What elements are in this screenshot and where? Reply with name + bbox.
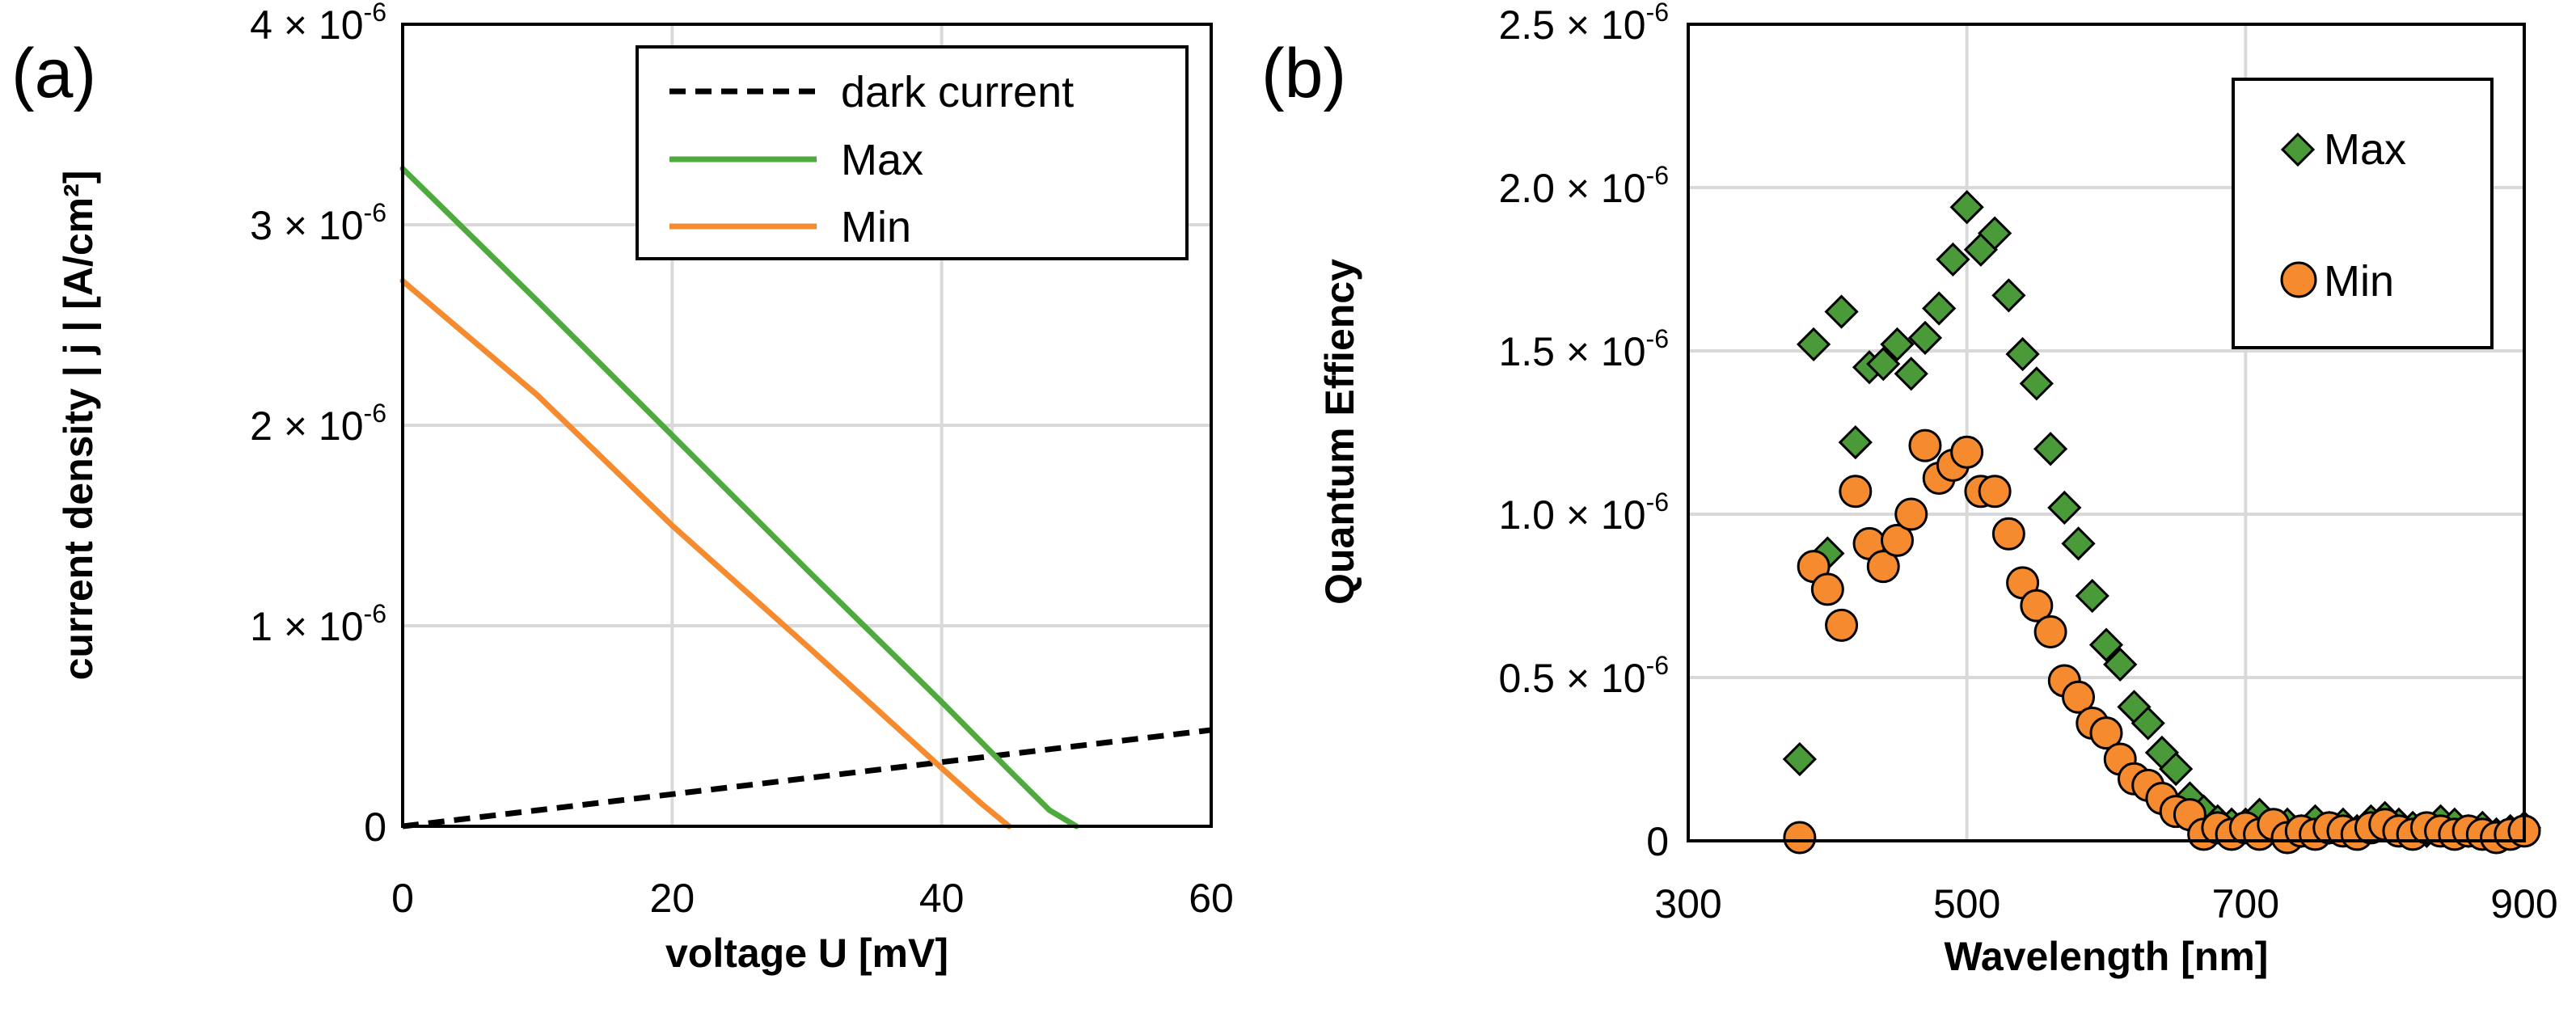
point-b-max-16 xyxy=(2005,336,2040,372)
point-b-max-9 xyxy=(1907,320,1943,355)
point-b-min-3 xyxy=(1825,608,1859,642)
x-tick-label-b-3: 900 xyxy=(2490,881,2557,927)
x-axis-title-b: Wavelength [nm] xyxy=(1945,934,2269,979)
point-b-min-9 xyxy=(1908,429,1942,462)
point-b-min-8 xyxy=(1894,497,1928,531)
legend-b: Max Min xyxy=(2232,78,2494,349)
point-b-min-22 xyxy=(2089,716,2123,750)
x-tick-label-a-0: 0 xyxy=(391,876,414,921)
x-tick-label-a-3: 60 xyxy=(1189,876,1234,921)
ticks-a: 0 20 40 60 0 1 × 10-6 2 × 10-6 3 × 10-6 4 × 10-6 xyxy=(250,0,1234,921)
point-b-min-18 xyxy=(2033,614,2067,648)
y-tick-label-b-2: 1.0 × 10-6 xyxy=(1498,488,1669,538)
point-b-max-18 xyxy=(2033,432,2068,467)
plot-a-frame xyxy=(401,23,1213,828)
legend-b-min-label: Min xyxy=(2324,257,2394,306)
plot-b-series xyxy=(1782,190,2542,855)
point-b-max-6 xyxy=(1866,347,1901,382)
y-axis-title-a: current density | j | [A/cm²] xyxy=(56,171,102,681)
point-b-min-6 xyxy=(1866,550,1900,584)
point-b-max-4 xyxy=(1838,424,1873,460)
legend-a-min-label: Min xyxy=(841,203,911,251)
point-b-max-14 xyxy=(1978,216,2012,251)
point-b-max-3 xyxy=(1824,294,1859,329)
legend-a-box xyxy=(636,45,1189,260)
point-b-min-15 xyxy=(1991,517,2025,551)
x-tick-label-b-0: 300 xyxy=(1654,881,1721,927)
panel-a: 0 20 40 60 0 1 × 10-6 2 × 10-6 3 × 10-6 4 × 10-6… xyxy=(11,0,1234,976)
x-tick-label-b-1: 500 xyxy=(1933,881,2000,927)
y-tick-label-b-0: 0 xyxy=(1646,819,1669,864)
point-b-min-20 xyxy=(2062,680,2096,714)
legend-b-box xyxy=(2232,78,2494,349)
x-tick-label-a-2: 40 xyxy=(919,876,965,921)
point-b-max-8 xyxy=(1894,357,1928,391)
ticks-b: 300 500 700 900 0 0.5 × 10-6 1.0 × 10-6 1.5 × 1… xyxy=(1498,0,2557,927)
point-b-min-2 xyxy=(1810,572,1844,606)
y-tick-label-b-4: 2.0 × 10-6 xyxy=(1498,161,1669,211)
point-b-max-19 xyxy=(2047,490,2082,526)
legend-b-max-label: Max xyxy=(2324,125,2406,174)
y-tick-label-a-3: 3 × 10-6 xyxy=(250,198,386,248)
point-b-max-27 xyxy=(2159,751,2194,787)
point-b-min-14 xyxy=(1978,475,2012,509)
series-line-a-max xyxy=(399,166,1079,830)
point-b-max-11 xyxy=(1936,242,1970,277)
plot-b-frame xyxy=(1687,23,2526,842)
point-b-max-21 xyxy=(2075,578,2109,614)
legend-b-min-marker xyxy=(2280,261,2317,298)
legend-b-max-marker xyxy=(2280,132,2316,167)
x-tick-label-a-1: 20 xyxy=(650,876,695,921)
legend-a-max-label: Max xyxy=(841,136,923,184)
y-tick-label-a-4: 4 × 10-6 xyxy=(250,0,386,48)
panel-label-b: (b) xyxy=(1261,35,1346,112)
panel-label-a: (a) xyxy=(11,35,96,112)
point-b-max-10 xyxy=(1922,291,1957,326)
point-b-max-25 xyxy=(2130,706,2165,741)
point-b-min-7 xyxy=(1881,523,1914,557)
point-b-max-12 xyxy=(1949,190,1984,225)
series-line-a-min xyxy=(399,277,1012,830)
point-b-min-4 xyxy=(1839,475,1873,509)
y-axis-title-b: Quantum Effiency xyxy=(1317,259,1362,605)
y-tick-label-b-1: 0.5 × 10-6 xyxy=(1498,651,1669,701)
legend-a: dark current Max Min xyxy=(636,45,1189,260)
y-tick-label-a-2: 2 × 10-6 xyxy=(250,399,386,449)
point-b-max-22 xyxy=(2088,627,2124,662)
point-b-max-0 xyxy=(1782,741,1817,777)
point-b-max-23 xyxy=(2103,647,2138,682)
y-tick-label-b-5: 2.5 × 10-6 xyxy=(1498,0,1669,48)
x-tick-label-b-2: 700 xyxy=(2212,881,2279,927)
point-b-min-12 xyxy=(1950,435,1984,469)
plot-a-series xyxy=(399,166,1212,830)
y-tick-label-b-3: 1.5 × 10-6 xyxy=(1498,324,1669,374)
x-axis-title-a: voltage U [mV] xyxy=(665,931,948,976)
point-b-max-7 xyxy=(1880,327,1915,362)
legend-a-dark-current-label: dark current xyxy=(841,68,1074,116)
point-b-max-20 xyxy=(2061,526,2096,561)
y-tick-label-a-1: 1 × 10-6 xyxy=(250,599,386,649)
series-line-a-dark-current xyxy=(402,727,1212,830)
point-b-min-0 xyxy=(1783,821,1817,855)
panel-b: 300 500 700 900 0 0.5 × 10-6 1.0 × 10-6 1.5 × 1… xyxy=(1261,0,2558,979)
point-b-max-15 xyxy=(1991,278,2026,313)
y-tick-label-a-0: 0 xyxy=(364,804,386,850)
point-b-min-17 xyxy=(2020,589,2054,623)
point-b-max-17 xyxy=(2019,366,2054,401)
point-b-max-1 xyxy=(1796,327,1831,362)
